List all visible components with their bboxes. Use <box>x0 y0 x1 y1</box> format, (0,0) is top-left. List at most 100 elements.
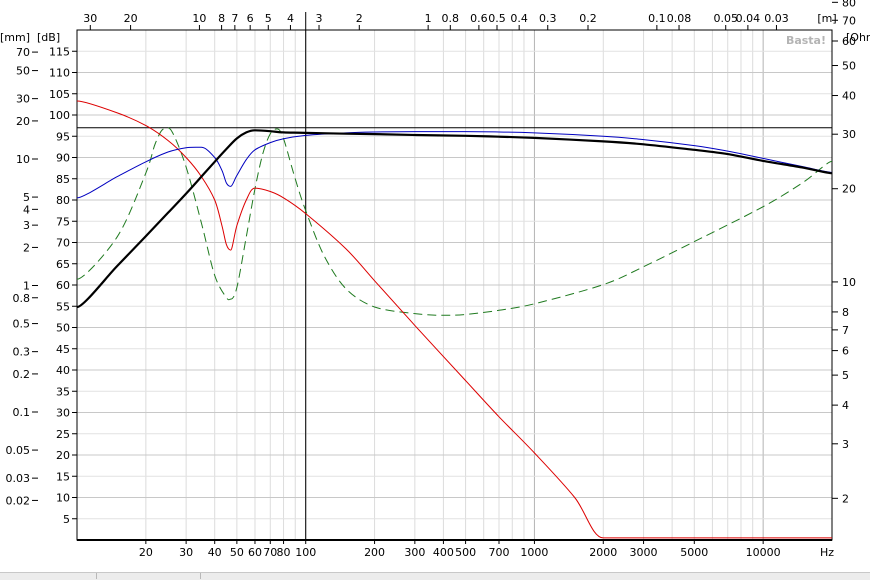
db-tick-label: 40 <box>56 364 70 377</box>
db-tick-label: 20 <box>56 449 70 462</box>
ohm-tick-label: 8 <box>842 306 849 319</box>
mm-tick-label: 20 <box>16 115 30 128</box>
x-tick-label: 500 <box>455 546 476 559</box>
wavelength-tick-label: 3 <box>316 12 323 25</box>
x-tick-label: 20 <box>139 546 153 559</box>
x-tick-label: 10000 <box>746 546 781 559</box>
mm-tick-label: 0.3 <box>13 346 31 359</box>
db-tick-label: 80 <box>56 194 70 207</box>
spl-total-curve <box>76 129 833 309</box>
db-tick-label: 55 <box>56 300 70 313</box>
ohm-tick-label: 60 <box>842 35 856 48</box>
x-tick-label: 70 <box>263 546 277 559</box>
wavelength-tick-label: 0.6 <box>470 12 488 25</box>
x-tick-label: 400 <box>433 546 454 559</box>
db-tick-label: 60 <box>56 279 70 292</box>
status-cell <box>96 573 201 579</box>
excursion-curve <box>76 100 832 539</box>
wavelength-tick-label: 0.04 <box>736 12 761 25</box>
wavelength-tick-label: 30 <box>83 12 97 25</box>
wavelength-tick-label: 8 <box>218 12 225 25</box>
mm-tick-label: 0.8 <box>13 292 31 305</box>
mm-tick-label: 0.05 <box>6 444 31 457</box>
x-tick-label: 50 <box>230 546 244 559</box>
db-tick-label: 75 <box>56 215 70 228</box>
wavelength-tick-label: 0.3 <box>539 12 557 25</box>
wavelength-tick-label: 0.2 <box>579 12 597 25</box>
wavelength-tick-label: 0.8 <box>442 12 460 25</box>
wavelength-axis-unit: [m] <box>817 12 836 25</box>
ohm-axis-unit: [Ohm] <box>846 31 870 44</box>
mm-tick-label: 1 <box>23 280 30 293</box>
ohm-tick-label: 40 <box>842 90 856 103</box>
wavelength-tick-label: 0.1 <box>648 12 666 25</box>
ohm-tick-label: 80 <box>842 0 856 9</box>
ohm-tick-label: 3 <box>842 438 849 451</box>
ohm-tick-label: 20 <box>842 183 856 196</box>
mm-tick-label: 0.2 <box>13 368 31 381</box>
x-tick-label: 2000 <box>589 546 617 559</box>
db-tick-label: 70 <box>56 237 70 250</box>
db-tick-label: 100 <box>49 109 70 122</box>
db-tick-label: 115 <box>49 45 70 58</box>
db-tick-label: 95 <box>56 130 70 143</box>
db-tick-label: 85 <box>56 173 70 186</box>
wavelength-tick-label: 10 <box>192 12 206 25</box>
watermark: Basta! <box>786 34 826 47</box>
x-axis-unit: Hz <box>820 546 834 559</box>
wavelength-tick-label: 0.5 <box>488 12 506 25</box>
x-tick-label: 30 <box>179 546 193 559</box>
wavelength-tick-label: 2 <box>356 12 363 25</box>
status-cell <box>200 573 541 579</box>
ohm-tick-label: 50 <box>842 60 856 73</box>
mm-tick-label: 3 <box>23 219 30 232</box>
wavelength-tick-label: 0.03 <box>764 12 789 25</box>
db-tick-label: 35 <box>56 385 70 398</box>
x-tick-label: 700 <box>489 546 510 559</box>
ohm-tick-label: 10 <box>842 276 856 289</box>
x-tick-label: 200 <box>364 546 385 559</box>
ohm-tick-label: 5 <box>842 369 849 382</box>
x-tick-label: 40 <box>208 546 222 559</box>
x-tick-label: 80 <box>277 546 291 559</box>
wavelength-tick-label: 5 <box>265 12 272 25</box>
db-tick-label: 45 <box>56 343 70 356</box>
db-axis-unit: [dB] <box>37 31 60 44</box>
wavelength-tick-label: 7 <box>231 12 238 25</box>
x-tick-label: 100 <box>295 546 316 559</box>
db-tick-label: 90 <box>56 152 70 165</box>
db-tick-label: 65 <box>56 258 70 271</box>
spl-response-curve <box>76 131 833 199</box>
mm-tick-label: 30 <box>16 93 30 106</box>
wavelength-tick-label: 20 <box>124 12 138 25</box>
db-tick-label: 105 <box>49 88 70 101</box>
wavelength-tick-label: 0.05 <box>713 12 738 25</box>
ohm-tick-label: 70 <box>842 14 856 27</box>
ohm-tick-label: 6 <box>842 345 849 358</box>
mm-tick-label: 0.5 <box>13 318 31 331</box>
ohm-tick-label: 7 <box>842 324 849 337</box>
x-tick-label: 300 <box>404 546 425 559</box>
wavelength-tick-label: 0.4 <box>510 12 528 25</box>
mm-axis-unit: [mm] <box>0 31 30 44</box>
mm-tick-label: 0.02 <box>6 494 31 507</box>
wavelength-tick-label: 0.08 <box>667 12 692 25</box>
mm-tick-label: 5 <box>23 191 30 204</box>
db-tick-label: 25 <box>56 428 70 441</box>
mm-tick-label: 0.1 <box>13 406 31 419</box>
ohm-tick-label: 4 <box>842 399 849 412</box>
mm-tick-label: 70 <box>16 46 30 59</box>
series-layer <box>76 100 833 539</box>
mm-tick-label: 2 <box>23 241 30 254</box>
x-tick-label: 5000 <box>680 546 708 559</box>
x-tick-label: 1000 <box>520 546 548 559</box>
axes: 20 30 40 50 60 70 80 100 200 300 400 500 700 1000 2000… <box>0 0 870 559</box>
x-tick-label: 60 <box>248 546 262 559</box>
status-strip <box>0 572 870 580</box>
x-tick-label: 3000 <box>630 546 658 559</box>
wavelength-tick-label: 6 <box>247 12 254 25</box>
db-tick-label: 15 <box>56 470 70 483</box>
wavelength-tick-label: 4 <box>287 12 294 25</box>
